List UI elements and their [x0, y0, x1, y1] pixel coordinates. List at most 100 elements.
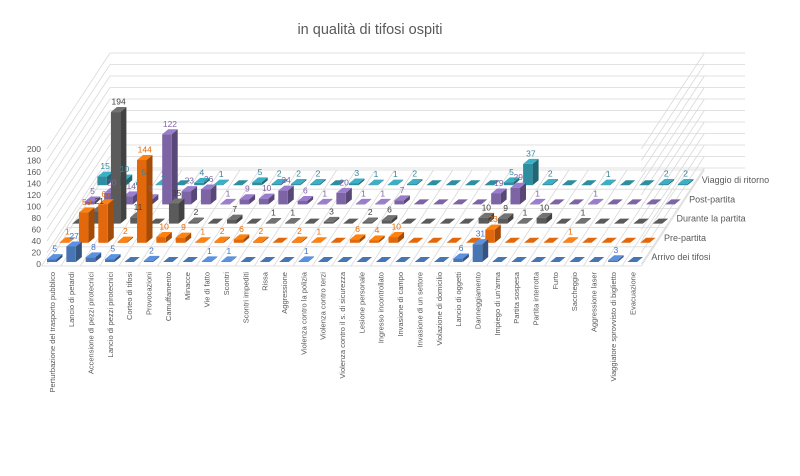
bar-top-face — [175, 232, 192, 238]
grid-floor-category-line — [563, 169, 628, 267]
bar-top-face — [491, 188, 507, 194]
bar-side-face — [551, 179, 558, 186]
grid-left-wall-line — [46, 156, 111, 253]
bar-side-face — [69, 237, 76, 243]
grid-left-wall-line — [46, 121, 111, 219]
category-label: Viaggiatore sprovvisto di biglietto — [609, 272, 618, 382]
bar-zero-tile — [434, 257, 450, 262]
category-label: Invasione di campo — [396, 272, 405, 337]
bar-side-face — [94, 196, 101, 205]
series-depth-label: Arrivo dei tifosi — [651, 252, 710, 262]
y-axis-tick-label: 80 — [32, 213, 42, 223]
grid-left-wall-line — [46, 87, 111, 184]
series-depth-label: Durante la partita — [677, 214, 746, 224]
bar — [497, 218, 508, 224]
bar-top-face — [137, 155, 153, 160]
bar-value-label: 9 — [503, 203, 508, 213]
bar-zero-tile — [240, 257, 256, 262]
y-axis-tick-label: 40 — [32, 236, 42, 246]
bar-value-label: 10 — [159, 222, 169, 232]
bar-side-face — [114, 254, 121, 262]
bar-value-label: 15 — [100, 161, 110, 171]
bar — [575, 223, 585, 224]
bar-value-label: 2 — [548, 169, 553, 179]
bar — [221, 261, 231, 262]
bar — [285, 223, 295, 224]
bar-top-face — [375, 198, 391, 204]
bar-side-face — [127, 236, 134, 243]
bar-zero-tile — [550, 257, 566, 262]
bar-value-label: 2 — [220, 226, 225, 236]
bar-value-label: 2 — [277, 169, 282, 179]
bar-value-label: 1 — [568, 227, 573, 237]
y-axis-tick-label: 20 — [32, 248, 42, 258]
bar-value-label: 6 — [239, 224, 244, 234]
bar-value-label: 31 — [476, 229, 486, 239]
bar-top-face — [123, 191, 139, 197]
bar-side-face — [178, 198, 185, 224]
grid-floor-category-line — [408, 169, 473, 267]
bar-zero-tile — [420, 218, 436, 224]
bar-value-label: 1 — [200, 227, 205, 237]
bar-value-label: 14 — [127, 181, 137, 191]
bar-side-face — [377, 179, 384, 186]
bar-top-face — [78, 207, 95, 213]
grid-right-wall-line — [641, 87, 705, 184]
bar-zero-tile — [304, 218, 320, 224]
bar-value-label: 4 — [200, 167, 205, 177]
bar-value-label: 20 — [339, 177, 349, 187]
bar-top-face — [117, 236, 134, 242]
bar — [336, 192, 346, 205]
bar-top-face — [285, 218, 301, 224]
bar-zero-tile — [492, 257, 508, 262]
bar-top-face — [407, 179, 423, 185]
bar-zero-tile — [149, 218, 166, 224]
grid-floor-category-line — [582, 169, 647, 267]
grid-floor-category-line — [428, 169, 492, 267]
category-label: Lesione personale — [357, 272, 366, 333]
bar-top-face — [311, 237, 327, 243]
bar-side-face — [88, 207, 95, 243]
bar-value-label: 67 — [101, 189, 111, 199]
grid-left-wall-line — [46, 75, 111, 173]
bar — [529, 203, 540, 205]
bar-zero-tile — [407, 237, 424, 243]
bar — [181, 191, 192, 205]
grid-floor-category-line — [350, 169, 415, 267]
bar-side-face — [281, 179, 288, 186]
bar-side-face — [462, 253, 469, 262]
bar — [658, 184, 669, 186]
category-label: Vie di fatto — [203, 272, 212, 307]
bar-side-face — [398, 232, 405, 243]
bar-top-face — [517, 218, 533, 224]
bar-value-label: 19 — [494, 178, 504, 188]
bar-zero-tile — [555, 218, 572, 224]
bar-side-face — [211, 256, 218, 262]
category-label: Danneggiamento — [473, 272, 482, 329]
category-label: Violazione di domicilio — [435, 272, 444, 346]
bar — [104, 192, 114, 205]
bar-side-face — [107, 199, 114, 243]
bar-side-face — [210, 184, 217, 205]
bar-value-label: 1 — [535, 188, 540, 198]
bar-zero-tile — [633, 218, 649, 224]
bar-value-label: 3 — [614, 245, 619, 255]
y-axis-tick-label: 200 — [27, 144, 41, 154]
bar-value-label: 6 — [459, 243, 464, 253]
bar — [188, 222, 198, 224]
grid-left-wall-line — [46, 64, 111, 161]
bar-value-label: 10 — [262, 183, 272, 193]
bar — [201, 261, 212, 262]
bar-zero-tile — [614, 218, 630, 224]
category-label: Lancio di petardi — [67, 272, 76, 327]
bar — [317, 203, 327, 205]
bar-value-label: 194 — [112, 97, 126, 107]
bar-value-label: 5 — [90, 186, 95, 196]
bar-side-face — [482, 239, 489, 262]
bar-top-face — [298, 256, 315, 262]
bar — [59, 242, 70, 243]
category-label: Perturbazione del trasporto pubblico — [48, 272, 57, 393]
bar-top-face — [200, 184, 217, 190]
bar — [85, 257, 96, 262]
bar-top-face — [143, 255, 160, 261]
